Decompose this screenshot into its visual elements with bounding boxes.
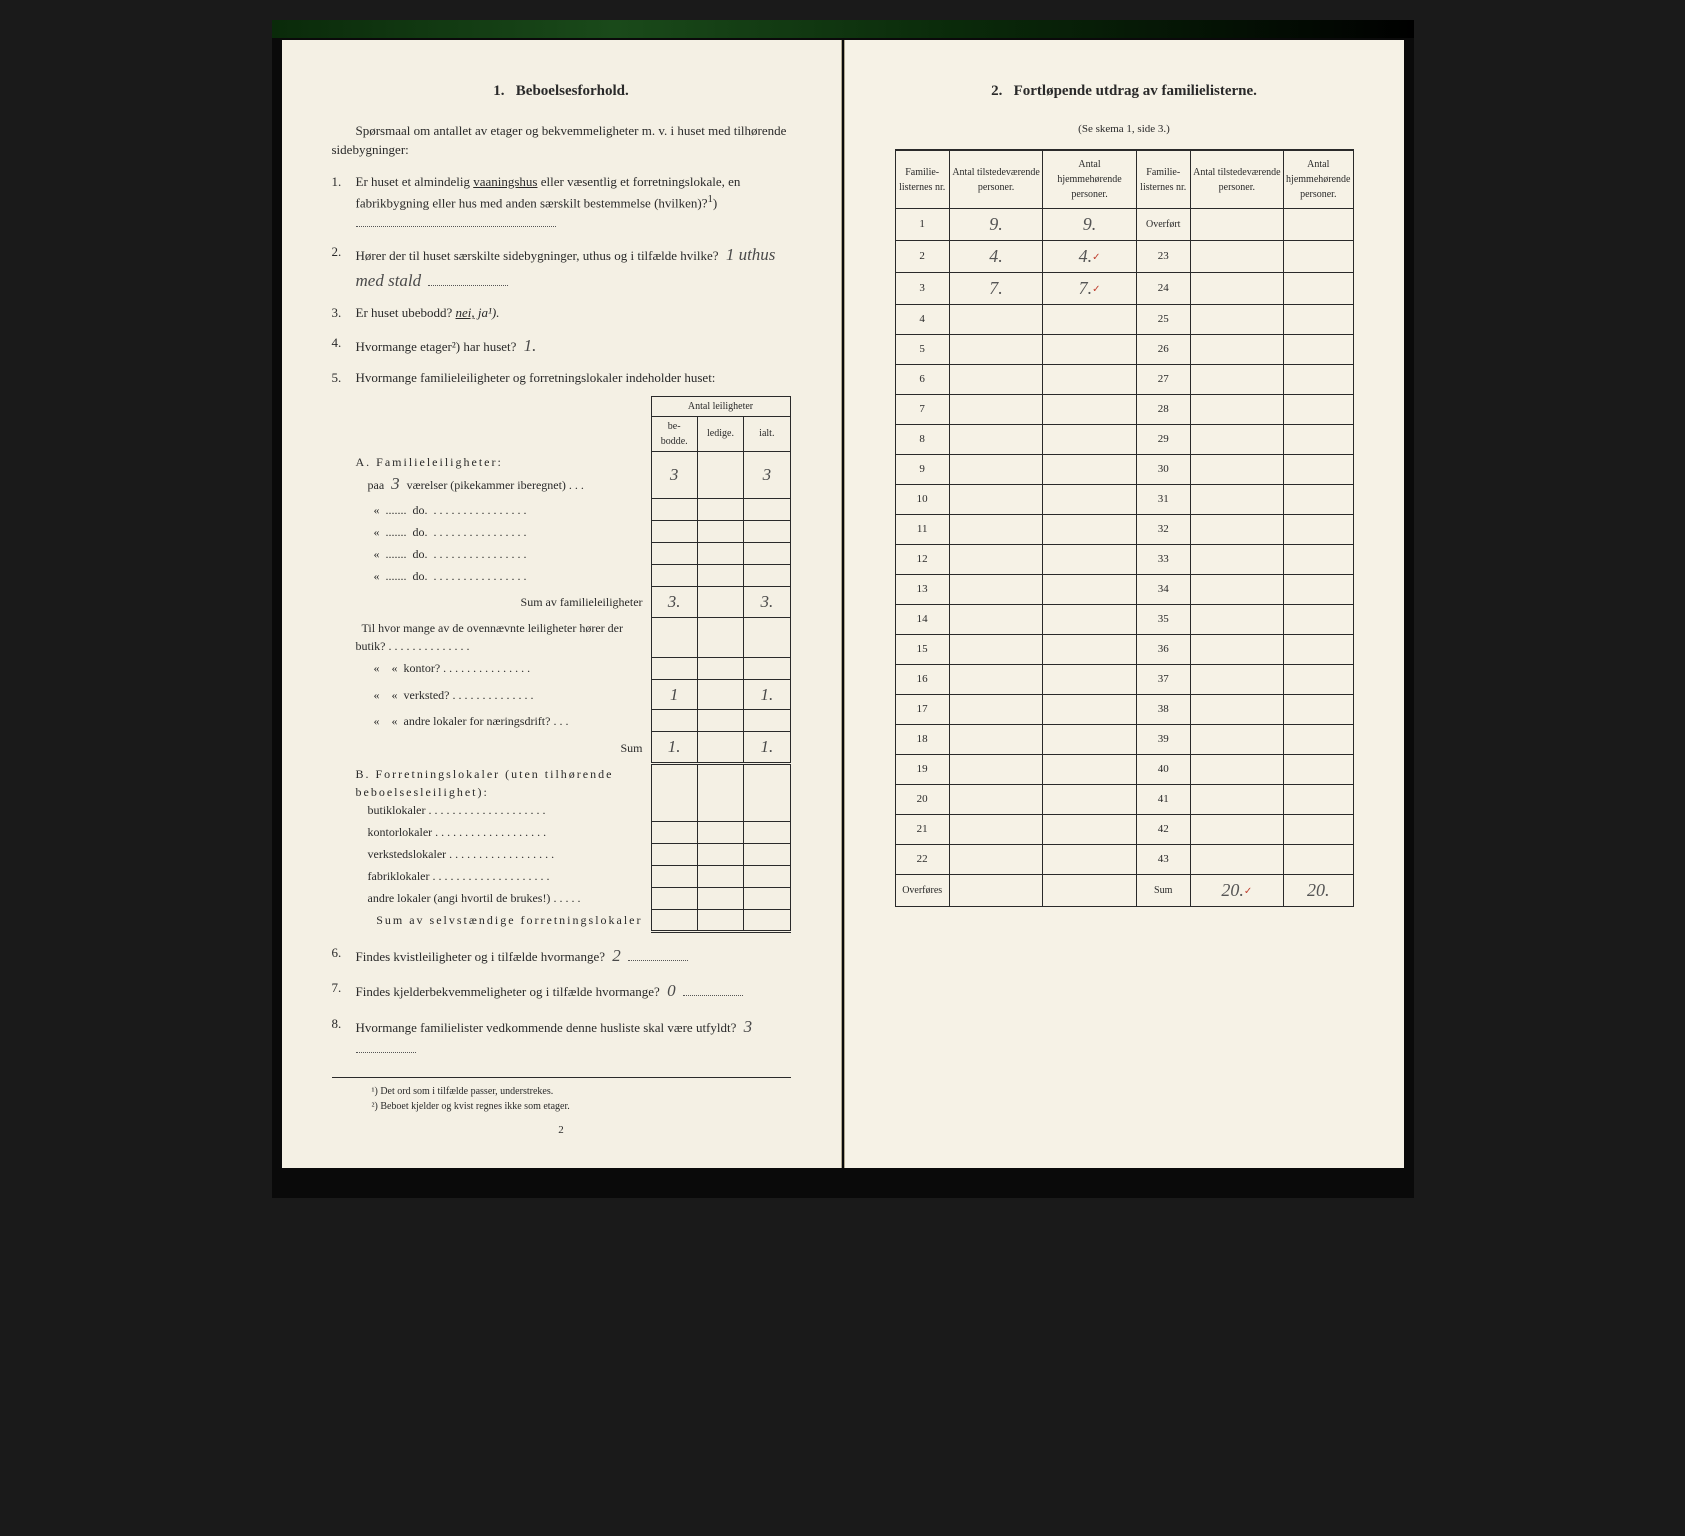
table-row: 1536 bbox=[895, 635, 1353, 665]
right-title: 2. Fortløpende utdrag av familielisterne… bbox=[895, 80, 1354, 103]
qnum: 1. bbox=[332, 172, 342, 192]
table-row: 19.9.Overført bbox=[895, 209, 1353, 241]
section-title-text: Fortløpende utdrag av familielisterne. bbox=[1014, 83, 1257, 99]
footnote-2: ²) Beboet kjelder og kvist regnes ikke s… bbox=[372, 1099, 791, 1114]
sumA-bebodde: 3. bbox=[664, 592, 685, 611]
table-row: 627 bbox=[895, 365, 1353, 395]
right-subtitle: (Se skema 1, side 3.) bbox=[895, 121, 1354, 138]
q7-answer: 0 bbox=[663, 981, 680, 1000]
table-row: 930 bbox=[895, 455, 1353, 485]
page-number: 2 bbox=[332, 1122, 791, 1139]
qnum: 3. bbox=[332, 303, 342, 323]
apartments-table-wrap: Antal leiligheter be-bodde. ledige. ialt… bbox=[356, 396, 791, 933]
question-1: 1. Er huset et almindelig vaaningshus el… bbox=[356, 172, 791, 233]
qnum: 8. bbox=[332, 1014, 342, 1034]
table-row: 1637 bbox=[895, 665, 1353, 695]
table-row: 728 bbox=[895, 395, 1353, 425]
question-2: 2. Hører der til huset særskilte sidebyg… bbox=[356, 242, 791, 293]
q5-text: Hvormange familieleiligheter og forretni… bbox=[356, 370, 716, 385]
intro-text: Spørsmaal om antallet av etager og bekve… bbox=[332, 121, 791, 160]
th-nr-L: Familie-listernes nr. bbox=[895, 150, 949, 209]
table-row: 829 bbox=[895, 425, 1353, 455]
q3-text: Er huset ubebodd? bbox=[356, 305, 453, 320]
th-ialt: ialt. bbox=[744, 416, 790, 451]
questions-list: 1. Er huset et almindelig vaaningshus el… bbox=[332, 172, 791, 1059]
section-number: 2. bbox=[991, 83, 1002, 99]
q7-text: Findes kjelderbekvemmeligheter og i tilf… bbox=[356, 984, 660, 999]
question-6: 6. Findes kvistleiligheter og i tilfælde… bbox=[356, 943, 791, 969]
question-4: 4. Hvormange etager²) har huset? 1. bbox=[356, 333, 791, 359]
sum2-label: Sum bbox=[356, 732, 652, 764]
table-row: 2243 bbox=[895, 845, 1353, 875]
question-3: 3. Er huset ubebodd? nei, ja¹). bbox=[356, 303, 791, 323]
q4-answer: 1. bbox=[520, 336, 541, 355]
th-ledige: ledige. bbox=[697, 416, 743, 451]
table-row: 2041 bbox=[895, 785, 1353, 815]
qnum: 4. bbox=[332, 333, 342, 353]
verksted-bebodde: 1 bbox=[666, 685, 683, 704]
table-row: 1940 bbox=[895, 755, 1353, 785]
sum2-ialt: 1. bbox=[756, 737, 777, 756]
q3-nei: nei, bbox=[456, 305, 475, 320]
question-7: 7. Findes kjelderbekvemmeligheter og i t… bbox=[356, 978, 791, 1004]
verksted-ialt: 1. bbox=[756, 685, 777, 704]
table-row: 425 bbox=[895, 305, 1353, 335]
sum-a-label: Sum av familieleiligheter bbox=[356, 587, 652, 618]
sumA-ialt: 3. bbox=[756, 592, 777, 611]
q2-text: Hører der til huset særskilte sidebygnin… bbox=[356, 248, 719, 263]
til-butik: Til hvor mange av de ovennævnte leilighe… bbox=[356, 617, 652, 657]
sumB-label: Sum av selvstændige forretningslokaler bbox=[376, 913, 642, 927]
th-hjemme-L: Antal hjemmehørende personer. bbox=[1043, 150, 1137, 209]
q4-text: Hvormange etager²) har huset? bbox=[356, 339, 517, 354]
table-row: 1839 bbox=[895, 725, 1353, 755]
section-number: 1. bbox=[493, 83, 504, 99]
left-title: 1. Beboelsesforhold. bbox=[332, 80, 791, 103]
q1-underlined: vaaningshus bbox=[473, 174, 537, 189]
left-page: 1. Beboelsesforhold. Spørsmaal om antall… bbox=[282, 40, 842, 1168]
qnum: 6. bbox=[332, 943, 342, 963]
question-8: 8. Hvormange familielister vedkommende d… bbox=[356, 1014, 791, 1059]
table-row: 1334 bbox=[895, 575, 1353, 605]
table-row: 1435 bbox=[895, 605, 1353, 635]
a1-ialt: 3 bbox=[759, 465, 776, 484]
question-5: 5. Hvormange familieleiligheter og forre… bbox=[356, 368, 791, 933]
th-nr-R: Familie-listernes nr. bbox=[1136, 150, 1190, 209]
section-title-text: Beboelsesforhold. bbox=[516, 83, 629, 99]
q8-text: Hvormange familielister vedkommende denn… bbox=[356, 1020, 737, 1035]
book-spread: 1. Beboelsesforhold. Spørsmaal om antall… bbox=[272, 20, 1414, 1198]
table-footer-row: OverføresSum20.✓20. bbox=[895, 875, 1353, 907]
apartments-table: Antal leiligheter be-bodde. ledige. ialt… bbox=[356, 396, 791, 933]
table-row: 24.4.✓23 bbox=[895, 241, 1353, 273]
footnotes: ¹) Det ord som i tilfælde passer, unders… bbox=[332, 1077, 791, 1114]
right-page: 2. Fortløpende utdrag av familielisterne… bbox=[844, 40, 1404, 1168]
qnum: 7. bbox=[332, 978, 342, 998]
table-row: 526 bbox=[895, 335, 1353, 365]
section-a-label: A. Familieleiligheter: paa 3 værelser (p… bbox=[356, 451, 652, 499]
qnum: 5. bbox=[332, 368, 342, 388]
th-tilstede-L: Antal tilstedeværende personer. bbox=[949, 150, 1042, 209]
q6-text: Findes kvistleiligheter og i tilfælde hv… bbox=[356, 949, 605, 964]
table-row: 1738 bbox=[895, 695, 1353, 725]
table-row: 37.7.✓24 bbox=[895, 273, 1353, 305]
family-table: Familie-listernes nr. Antal tilstedevære… bbox=[895, 149, 1354, 907]
footnote-1: ¹) Det ord som i tilfælde passer, unders… bbox=[372, 1084, 791, 1099]
section-b-label: B. Forretningslokaler (uten tilhørende b… bbox=[356, 763, 652, 821]
q6-answer: 2 bbox=[608, 946, 625, 965]
table-row: 1132 bbox=[895, 515, 1353, 545]
table-row: 1031 bbox=[895, 485, 1353, 515]
th-hjemme-R: Antal hjemmehørende personer. bbox=[1284, 150, 1353, 209]
table-row: 2142 bbox=[895, 815, 1353, 845]
table-row: 1233 bbox=[895, 545, 1353, 575]
q3-ja: ja¹). bbox=[478, 305, 500, 320]
th-tilstede-R: Antal tilstedeværende personer. bbox=[1190, 150, 1283, 209]
a1-bebodde: 3 bbox=[666, 465, 683, 484]
q8-answer: 3 bbox=[740, 1017, 757, 1036]
th-bebodde: be-bodde. bbox=[651, 416, 697, 451]
sum2-bebodde: 1. bbox=[664, 737, 685, 756]
qnum: 2. bbox=[332, 242, 342, 262]
th-antal: Antal leiligheter bbox=[651, 396, 790, 416]
